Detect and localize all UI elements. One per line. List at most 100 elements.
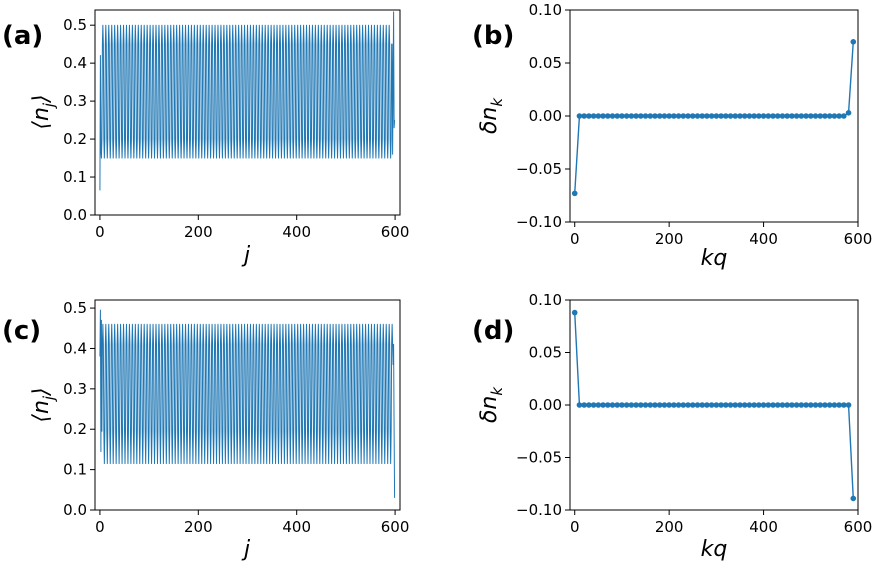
y-tick-label-a-1: 0.1 — [63, 168, 87, 186]
data-point-d-6 — [600, 402, 606, 408]
data-point-d-45 — [784, 402, 790, 408]
y-tick-label-c-4: 0.4 — [63, 339, 87, 357]
data-point-b-44 — [779, 113, 786, 119]
series-line-a — [99, 11, 396, 191]
x-axis-label-c: j — [241, 537, 251, 562]
data-point-d-35 — [737, 402, 743, 408]
x-tick-label-d-0: 0 — [570, 518, 580, 536]
data-point-d-40 — [760, 402, 767, 408]
data-point-b-12 — [628, 113, 635, 119]
data-point-d-16 — [647, 402, 654, 408]
data-point-b-21 — [671, 113, 677, 119]
data-point-b-48 — [798, 113, 805, 119]
data-point-b-51 — [812, 113, 819, 119]
data-point-d-15 — [642, 402, 649, 408]
panel-c: (c) ⟨nj⟩ j 0 200 400 600 0.0 0.1 0.2 0.3 0.4 0.5 — [2, 299, 409, 562]
data-point-b-50 — [807, 113, 814, 119]
x-tick-label-b-3: 600 — [844, 230, 872, 248]
data-point-b-30 — [713, 113, 720, 119]
panel-label-a: (a) — [2, 21, 43, 51]
y-tick-label-b-0: −0.10 — [516, 213, 562, 231]
data-point-b-5 — [595, 113, 602, 119]
x-axis-label-d: kq — [701, 537, 728, 562]
y-tick-label-d-4: 0.10 — [529, 291, 562, 309]
data-point-d-36 — [741, 402, 748, 408]
data-point-b-26 — [694, 113, 701, 119]
data-point-d-9 — [614, 402, 621, 408]
data-point-b-35 — [737, 113, 743, 119]
data-point-d-38 — [751, 402, 757, 408]
data-point-d-39 — [756, 402, 762, 408]
data-point-d-44 — [779, 402, 786, 408]
data-point-d-1 — [576, 402, 583, 408]
data-point-b-29 — [708, 113, 715, 119]
data-point-d-49 — [803, 402, 809, 408]
data-point-b-59 — [850, 39, 857, 45]
data-point-d-37 — [746, 402, 753, 408]
data-point-b-19 — [661, 113, 668, 119]
panel-label-b: (b) — [472, 21, 514, 51]
y-tick-label-c-3: 0.3 — [63, 380, 87, 398]
data-point-b-57 — [841, 113, 847, 119]
axes-frame-c — [94, 299, 401, 511]
data-point-d-55 — [831, 402, 838, 408]
data-point-b-16 — [647, 113, 654, 119]
data-point-d-52 — [817, 402, 824, 408]
y-tick-label-c-1: 0.1 — [63, 461, 87, 479]
data-point-d-22 — [675, 402, 682, 408]
data-point-d-12 — [628, 402, 635, 408]
y-tick-label-d-2: 0.00 — [529, 396, 562, 414]
y-axis-label-d: δnk — [477, 386, 506, 423]
y-axis-label-c: ⟨nj⟩ — [29, 387, 58, 422]
data-point-b-34 — [732, 113, 739, 119]
y-tick-label-a-5: 0.5 — [63, 16, 87, 34]
axes-frame-a — [94, 9, 401, 216]
panel-b: (b) δnk kq 0 200 400 600 −0.10 −0.05 0.00 0.05 0.10 — [472, 1, 872, 271]
data-point-d-0 — [571, 309, 578, 316]
data-point-d-8 — [609, 402, 616, 408]
data-point-b-22 — [675, 113, 682, 119]
data-point-d-17 — [652, 402, 658, 408]
data-point-d-25 — [689, 402, 696, 408]
data-point-b-25 — [689, 113, 696, 119]
data-point-b-56 — [836, 113, 842, 119]
data-point-d-4 — [590, 402, 597, 408]
data-point-b-49 — [803, 113, 809, 119]
data-point-b-9 — [614, 113, 621, 119]
data-point-d-18 — [656, 402, 663, 408]
panel-a: (a) ⟨nj⟩ j 0 200 400 600 0.0 0.1 0.2 0.3 0.4 0.5 — [2, 9, 409, 268]
y-tick-label-c-0: 0.0 — [63, 501, 87, 519]
data-point-d-58 — [845, 402, 852, 408]
data-point-b-24 — [685, 113, 691, 119]
series-line-c — [99, 309, 396, 498]
y-tick-label-c-2: 0.2 — [63, 420, 87, 438]
data-point-b-37 — [746, 113, 753, 119]
y-tick-label-d-0: −0.10 — [516, 501, 562, 519]
data-point-b-47 — [793, 113, 800, 119]
data-point-d-42 — [770, 402, 776, 408]
data-point-d-48 — [798, 402, 805, 408]
data-point-d-30 — [713, 402, 720, 408]
data-point-d-3 — [586, 402, 592, 408]
x-axis-label-a: j — [241, 243, 251, 268]
data-point-d-34 — [732, 402, 739, 408]
data-point-d-31 — [718, 402, 724, 408]
panel-label-d: (d) — [472, 316, 514, 346]
x-tick-label-c-2: 400 — [282, 518, 311, 536]
data-point-d-5 — [595, 402, 602, 408]
data-point-d-19 — [661, 402, 668, 408]
x-tick-label-b-1: 200 — [655, 230, 684, 248]
data-point-b-11 — [623, 113, 630, 119]
y-tick-label-b-1: −0.05 — [516, 160, 562, 178]
data-point-d-7 — [604, 402, 611, 408]
data-point-b-40 — [760, 113, 767, 119]
data-point-b-58 — [845, 110, 852, 116]
data-point-b-3 — [586, 113, 592, 119]
data-point-b-54 — [826, 113, 833, 119]
y-axis-label-a: ⟨nj⟩ — [29, 94, 58, 129]
data-point-b-55 — [831, 113, 838, 119]
data-point-b-45 — [784, 113, 790, 119]
y-tick-label-a-4: 0.4 — [63, 54, 87, 72]
y-tick-label-a-0: 0.0 — [63, 206, 87, 224]
